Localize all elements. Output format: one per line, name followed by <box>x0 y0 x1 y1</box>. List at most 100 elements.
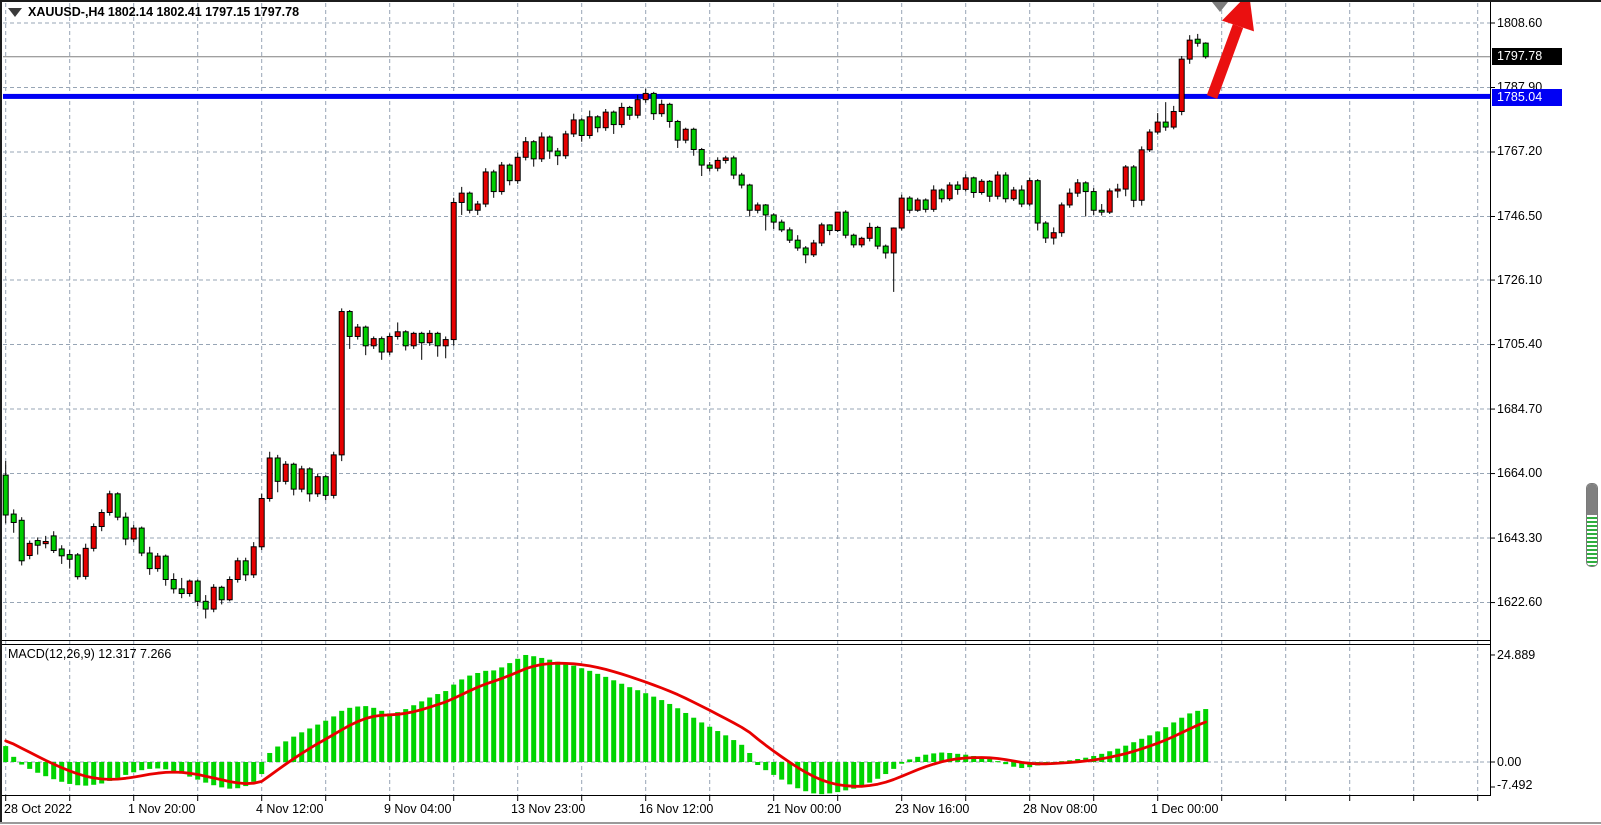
macd-histogram-bar <box>1019 762 1025 769</box>
candle-body <box>650 92 657 115</box>
candle-body <box>514 156 521 182</box>
candle-body <box>666 103 673 122</box>
macd-histogram-bar <box>443 691 449 762</box>
candle-body <box>314 476 321 495</box>
candle-body <box>642 92 649 101</box>
candle-body <box>210 586 217 610</box>
macd-histogram-bar <box>603 676 609 762</box>
candle-body <box>746 184 753 211</box>
macd-histogram-bar <box>195 762 201 780</box>
candle-body <box>882 245 889 254</box>
candle-body <box>794 239 801 249</box>
candle-body <box>426 332 433 344</box>
macd-histogram-bar <box>27 762 33 769</box>
triangle-marker-icon[interactable] <box>1212 2 1228 12</box>
candle-body <box>18 519 25 562</box>
horizontal-line-object[interactable] <box>3 93 1490 99</box>
candle-body <box>466 192 473 211</box>
candle-body <box>778 221 785 231</box>
candle-body <box>282 463 289 482</box>
candle-body <box>498 164 505 193</box>
candle-body <box>130 527 137 540</box>
candle-body <box>906 197 913 211</box>
macd-histogram-bar <box>299 732 305 762</box>
macd-histogram-bar <box>763 762 769 771</box>
candle-body <box>1082 182 1089 193</box>
scrollbar-thumb[interactable] <box>1586 483 1598 567</box>
candle-body <box>66 554 73 560</box>
candle-body <box>850 234 857 246</box>
macd-histogram-bar <box>235 762 241 789</box>
candle-body <box>26 542 33 557</box>
candle-body <box>634 99 641 116</box>
candle-body <box>58 548 65 557</box>
candle-body <box>914 199 921 211</box>
macd-histogram-bar <box>859 762 865 787</box>
macd-histogram-bar <box>363 706 369 762</box>
macd-histogram-bar <box>291 736 297 762</box>
candle-body <box>106 493 113 514</box>
macd-histogram-bar <box>283 741 289 762</box>
macd-histogram-bar <box>531 656 537 762</box>
window-border-left <box>0 0 2 822</box>
candle-body <box>234 560 241 580</box>
candle-body <box>74 554 81 578</box>
macd-histogram-bar <box>507 663 513 762</box>
time-axis[interactable]: 28 Oct 2022 1 Nov 20:00 4 Nov 12:00 9 Nov 0… <box>0 797 1490 823</box>
macd-histogram-bar <box>339 710 345 762</box>
candle-body <box>194 580 201 602</box>
macd-histogram-bar <box>995 761 1001 763</box>
candle-body <box>146 552 153 570</box>
macd-histogram-bar <box>835 762 841 793</box>
candle-body <box>442 339 449 347</box>
macd-histogram-bar <box>659 700 665 762</box>
candle-body <box>1026 180 1033 205</box>
candle-body <box>242 560 249 576</box>
candle-body <box>226 578 233 601</box>
candle-body <box>658 103 665 115</box>
candle-body <box>610 111 617 126</box>
macd-histogram-bar <box>323 720 329 762</box>
candle-body <box>1042 222 1049 239</box>
candle-body <box>474 203 481 211</box>
candle-body <box>1114 188 1121 192</box>
candle-body <box>674 120 681 141</box>
macd-histogram-bar <box>163 762 169 770</box>
macd-histogram-bar <box>619 683 625 762</box>
candle-body <box>138 527 145 554</box>
macd-histogram-bar <box>123 762 129 775</box>
candle-body <box>578 119 585 136</box>
scrollbar-grip-solid <box>1587 484 1597 516</box>
candle-body <box>1098 209 1105 213</box>
candle-body <box>1162 121 1169 128</box>
candle-body <box>170 578 177 590</box>
candle-body <box>370 338 377 347</box>
macd-histogram-bar <box>739 744 745 762</box>
candle-body <box>1202 42 1209 58</box>
candle-body <box>1058 204 1065 234</box>
price-axis-label: 1684.70 <box>1497 401 1543 416</box>
candle-body <box>330 454 337 496</box>
candle-body <box>322 476 329 496</box>
price-axis[interactable]: 1797.78 1785.04 24.889 0.00 -7.492 1808.… <box>1491 0 1601 796</box>
candle-body <box>98 512 105 528</box>
candle-body <box>1122 166 1129 190</box>
time-axis-label: 23 Nov 16:00 <box>895 802 970 816</box>
candle-body <box>1130 166 1137 201</box>
macd-histogram-bar <box>259 762 265 775</box>
macd-histogram-bar <box>715 731 721 762</box>
candle-body <box>626 106 633 116</box>
macd-histogram-bar <box>99 762 105 784</box>
symbol-dropdown-icon[interactable] <box>8 7 22 17</box>
macd-histogram-bar <box>563 663 569 762</box>
macd-axis-max: 24.889 <box>1497 648 1536 662</box>
arrow-object-shaft[interactable] <box>1206 24 1244 99</box>
macd-histogram-bar <box>219 762 225 788</box>
macd-histogram-bar <box>827 762 833 794</box>
candle-body <box>258 497 265 548</box>
arrow-object-head[interactable] <box>1222 0 1254 32</box>
candle-body <box>994 174 1001 197</box>
macd-histogram-bar <box>891 762 897 769</box>
